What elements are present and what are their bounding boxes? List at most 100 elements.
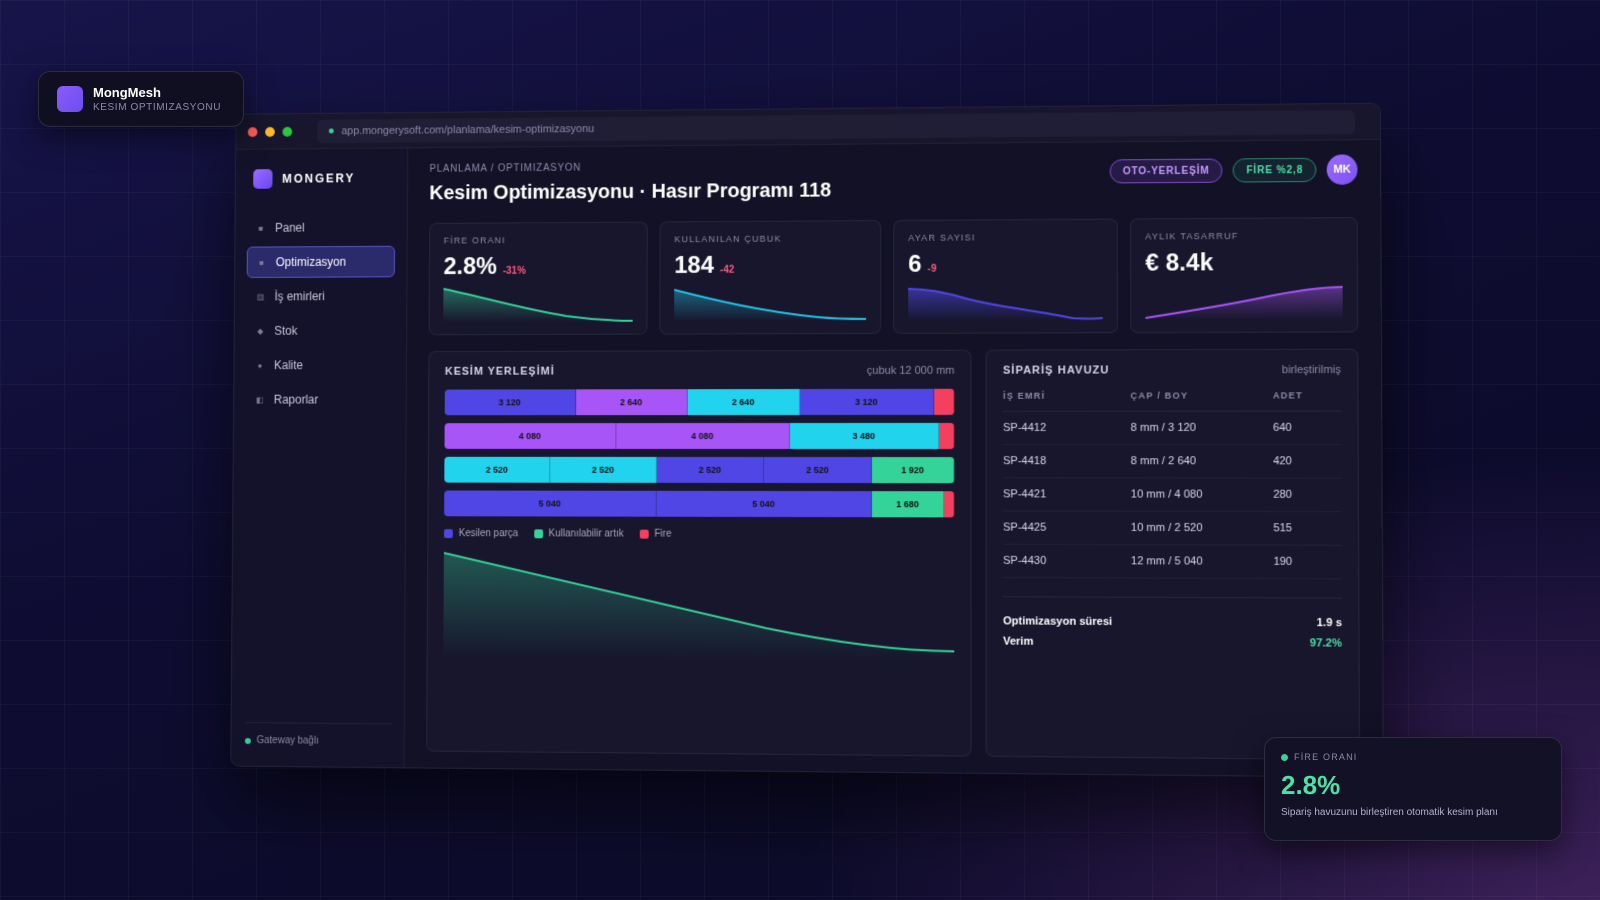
scrap-segment[interactable] — [939, 423, 955, 449]
order-qty: 420 — [1273, 445, 1341, 479]
sidebar-item-stok[interactable]: ◆ Stok — [246, 315, 394, 347]
app-window: app.mongerysoft.com/planlama/kesim-optim… — [230, 103, 1384, 778]
square-icon: ■ — [257, 258, 266, 267]
sidebar-item-label: Panel — [275, 221, 305, 235]
kpi-value: 184 — [674, 252, 714, 280]
orders-table: İŞ EMRİ ÇAP / BOY ADET SP-4412 8 mm / 3 … — [1003, 390, 1342, 579]
cut-segment[interactable]: 3 120 — [445, 389, 576, 415]
order-qty: 190 — [1273, 545, 1341, 579]
scrap-segment[interactable] — [944, 491, 954, 517]
placement-title: KESİM YERLEŞİMİ — [445, 366, 555, 378]
table-row[interactable]: SP-4421 10 mm / 4 080 280 — [1003, 478, 1341, 512]
order-pool-status: birleştirilmiş — [1282, 364, 1341, 376]
kpi-sparkline — [443, 286, 633, 322]
cut-segment[interactable]: 2 520 — [657, 457, 764, 483]
summary-value: 97.2% — [1310, 637, 1342, 649]
auto-placement-badge[interactable]: OTO-YERLEŞİM — [1110, 159, 1223, 184]
sidebar-item-raporlar[interactable]: ◧ Raporlar — [246, 384, 395, 416]
order-qty: 640 — [1273, 411, 1341, 445]
report-icon: ◧ — [255, 395, 264, 404]
legend-swatch — [640, 530, 649, 539]
cut-segment[interactable]: 5 040 — [657, 491, 872, 517]
breadcrumb-separator: / — [491, 163, 495, 174]
avatar[interactable]: MK — [1327, 154, 1358, 185]
minimize-window-button[interactable] — [265, 127, 275, 137]
summary-label: Optimizasyon süresi — [1003, 615, 1112, 628]
table-row[interactable]: SP-4425 10 mm / 2 520 515 — [1003, 511, 1342, 545]
diamond-icon: ◆ — [256, 326, 265, 335]
order-id: SP-4421 — [1003, 478, 1131, 511]
table-row[interactable]: SP-4412 8 mm / 3 120 640 — [1003, 411, 1341, 445]
summary-value: 1.9 s — [1317, 617, 1342, 629]
cut-segment[interactable]: 2 520 — [764, 457, 872, 483]
scrap-segment[interactable] — [934, 389, 955, 415]
kpi-delta: -9 — [928, 264, 937, 275]
logo-text: MONGERY — [282, 171, 355, 185]
kpi-delta: -42 — [720, 265, 734, 276]
column-header[interactable]: ÇAP / BOY — [1131, 390, 1273, 411]
breadcrumb-planlama[interactable]: PLANLAMA — [429, 163, 487, 174]
legend-label: Kullanılabilir artık — [549, 528, 624, 539]
close-window-button[interactable] — [248, 127, 258, 137]
kpi-card-monthly-savings[interactable]: AYLIK TASARRUF € 8.4k — [1130, 217, 1358, 333]
square-icon: ■ — [257, 223, 266, 232]
sidebar-item-panel[interactable]: ■ Panel — [247, 211, 395, 243]
sidebar-item-optimizasyon[interactable]: ■ Optimizasyon — [247, 246, 395, 278]
cut-segment[interactable]: 2 520 — [550, 457, 657, 483]
cut-segment[interactable]: 4 080 — [616, 423, 790, 449]
column-header[interactable]: ADET — [1273, 390, 1341, 411]
order-pool-title: SİPARİŞ HAVUZU — [1003, 364, 1110, 376]
sidebar-item-is-emirleri[interactable]: ▥ İş emirleri — [246, 280, 394, 312]
cut-segment[interactable]: 4 080 — [444, 423, 616, 449]
sidebar-item-kalite[interactable]: ● Kalite — [246, 349, 395, 381]
status-dot-icon — [245, 738, 251, 744]
cut-segment[interactable]: 2 640 — [576, 389, 688, 415]
cut-segment[interactable]: 2 520 — [444, 457, 550, 483]
sidebar-logo[interactable]: MONGERY — [247, 168, 395, 189]
summary-label: Verim — [1003, 636, 1033, 648]
cut-segment[interactable]: 3 480 — [790, 423, 939, 449]
kpi-value: 2.8% — [443, 253, 497, 281]
breadcrumb-optimizasyon[interactable]: OPTIMIZASYON — [498, 163, 581, 175]
brand-name: MongMesh — [93, 85, 221, 100]
order-id: SP-4430 — [1003, 544, 1131, 578]
circle-icon: ● — [256, 361, 265, 370]
order-qty: 515 — [1273, 512, 1341, 546]
table-row[interactable]: SP-4430 12 mm / 5 040 190 — [1003, 544, 1342, 579]
kpi-card-setup-count[interactable]: AYAR SAYISI 6 -9 — [893, 219, 1118, 334]
legend-swatch — [534, 529, 543, 538]
kpi-value: € 8.4k — [1145, 249, 1213, 278]
cut-segment[interactable]: 5 040 — [444, 490, 657, 516]
kpi-card-bars-used[interactable]: KULLANILAN ÇUBUK 184 -42 — [659, 220, 881, 335]
cut-segment[interactable]: 3 120 — [800, 389, 934, 415]
column-header[interactable]: İŞ EMRİ — [1003, 391, 1131, 412]
gateway-status: Gateway bağlı — [245, 722, 392, 747]
kpi-label: AYAR SAYISI — [908, 232, 1102, 243]
legend-label: Fire — [654, 529, 671, 540]
order-id: SP-4425 — [1003, 511, 1131, 545]
sidebar-item-label: Optimizasyon — [276, 255, 346, 269]
fire-card-label: FİRE ORANI — [1294, 752, 1358, 762]
main-content: PLANLAMA / OPTIMIZASYON Kesim Optimizasy… — [404, 140, 1382, 777]
legend-label: Kesilen parça — [459, 528, 518, 539]
sidebar-item-label: Raporlar — [274, 393, 319, 407]
kpi-label: AYLIK TASARRUF — [1145, 230, 1342, 241]
fire-rate-card: FİRE ORANI 2.8% Sipariş havuzunu birleşt… — [1264, 737, 1562, 841]
order-id: SP-4412 — [1003, 411, 1131, 444]
legend-swatch — [444, 529, 453, 538]
cut-segment[interactable]: 1 680 — [872, 491, 944, 517]
maximize-window-button[interactable] — [282, 126, 292, 136]
kpi-card-fire[interactable]: FİRE ORANI 2.8% -31% — [429, 222, 648, 336]
cut-segment[interactable]: 1 920 — [872, 457, 955, 483]
order-qty: 280 — [1273, 478, 1341, 512]
order-spec: 8 mm / 3 120 — [1131, 411, 1273, 444]
cut-segment[interactable]: 2 640 — [688, 389, 801, 415]
table-row[interactable]: SP-4418 8 mm / 2 640 420 — [1003, 445, 1341, 479]
order-spec: 10 mm / 2 520 — [1131, 511, 1274, 545]
fire-rate-badge[interactable]: FİRE %2,8 — [1233, 158, 1316, 183]
placement-legend: Kesilen parça Kullanılabilir artık Fire — [444, 528, 955, 540]
fire-card-description: Sipariş havuzunu birleştiren otomatik ke… — [1281, 807, 1545, 818]
kpi-sparkline — [674, 285, 866, 322]
sidebar-item-label: İş emirleri — [274, 289, 324, 303]
address-bar[interactable]: app.mongerysoft.com/planlama/kesim-optim… — [317, 110, 1355, 143]
